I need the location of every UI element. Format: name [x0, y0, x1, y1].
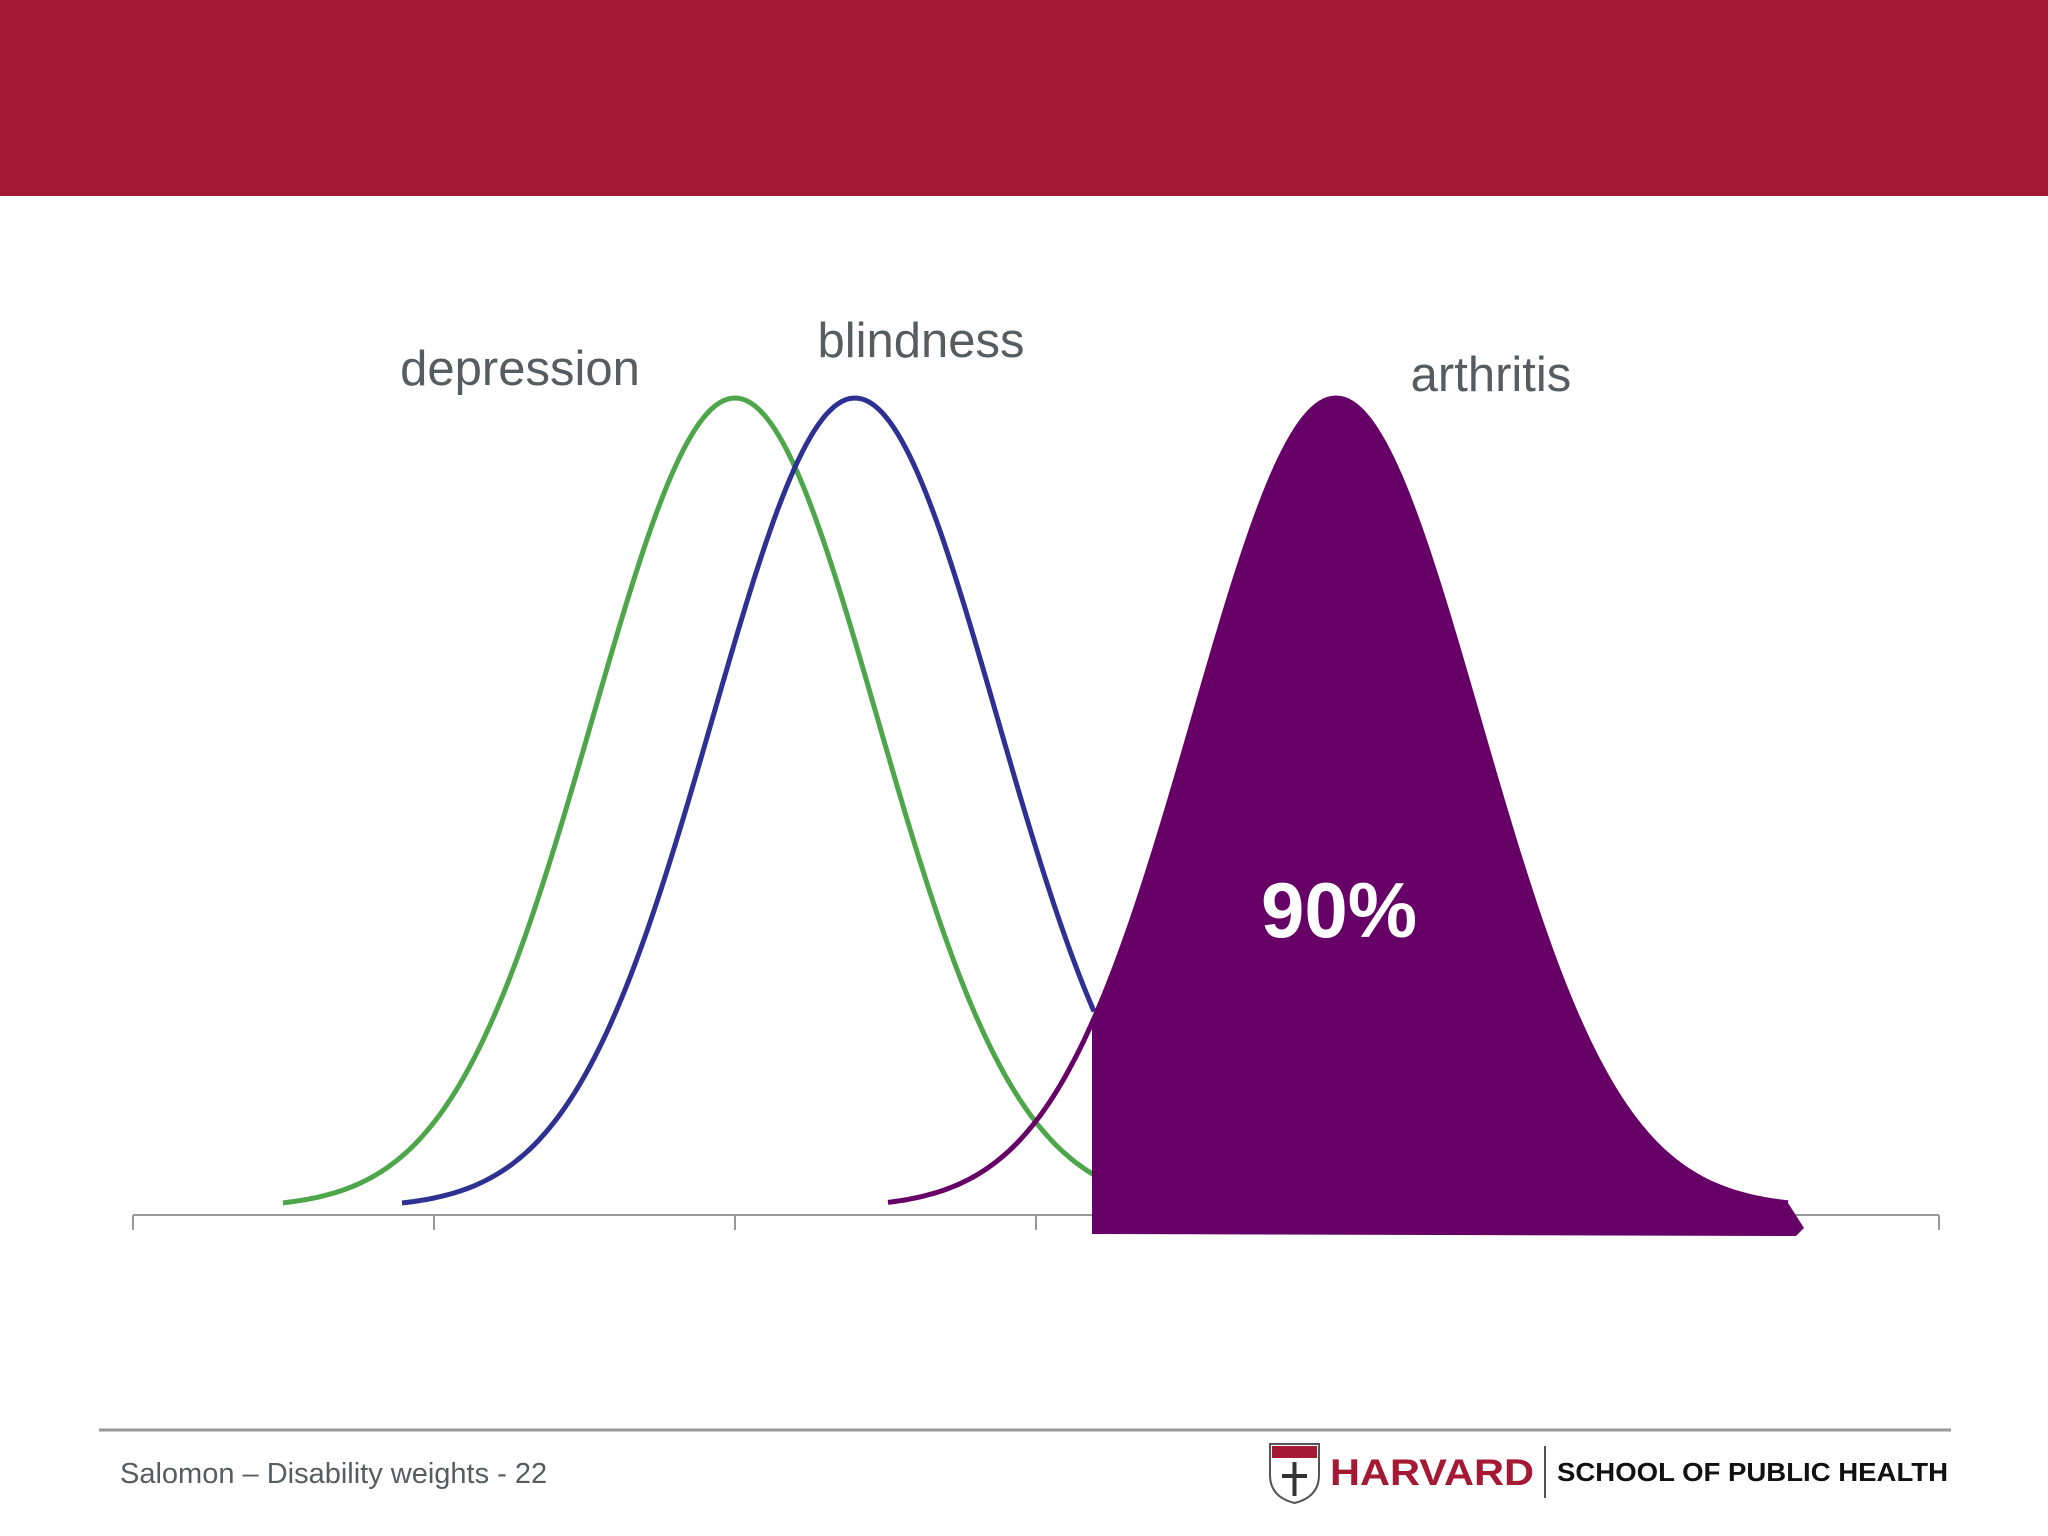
blindness-label: blindness	[817, 314, 1024, 368]
arthritis-label: arthritis	[1411, 348, 1572, 402]
logo-name: HARVARD	[1330, 1452, 1534, 1493]
logo-school: SCHOOL OF PUBLIC HEALTH	[1557, 1457, 1948, 1487]
depression-curve	[282, 395, 1097, 1206]
shaded-area	[1092, 398, 1804, 1236]
header-band	[0, 0, 2048, 196]
shaded-region	[1092, 398, 1804, 1236]
harvard-shield	[1269, 1443, 1320, 1505]
blindness-curve	[401, 395, 1097, 1206]
footer-text: Salomon – Disability weights - 22	[120, 1458, 547, 1490]
depression-label: depression	[400, 342, 640, 396]
percent-annotation: 90%	[1261, 866, 1417, 954]
